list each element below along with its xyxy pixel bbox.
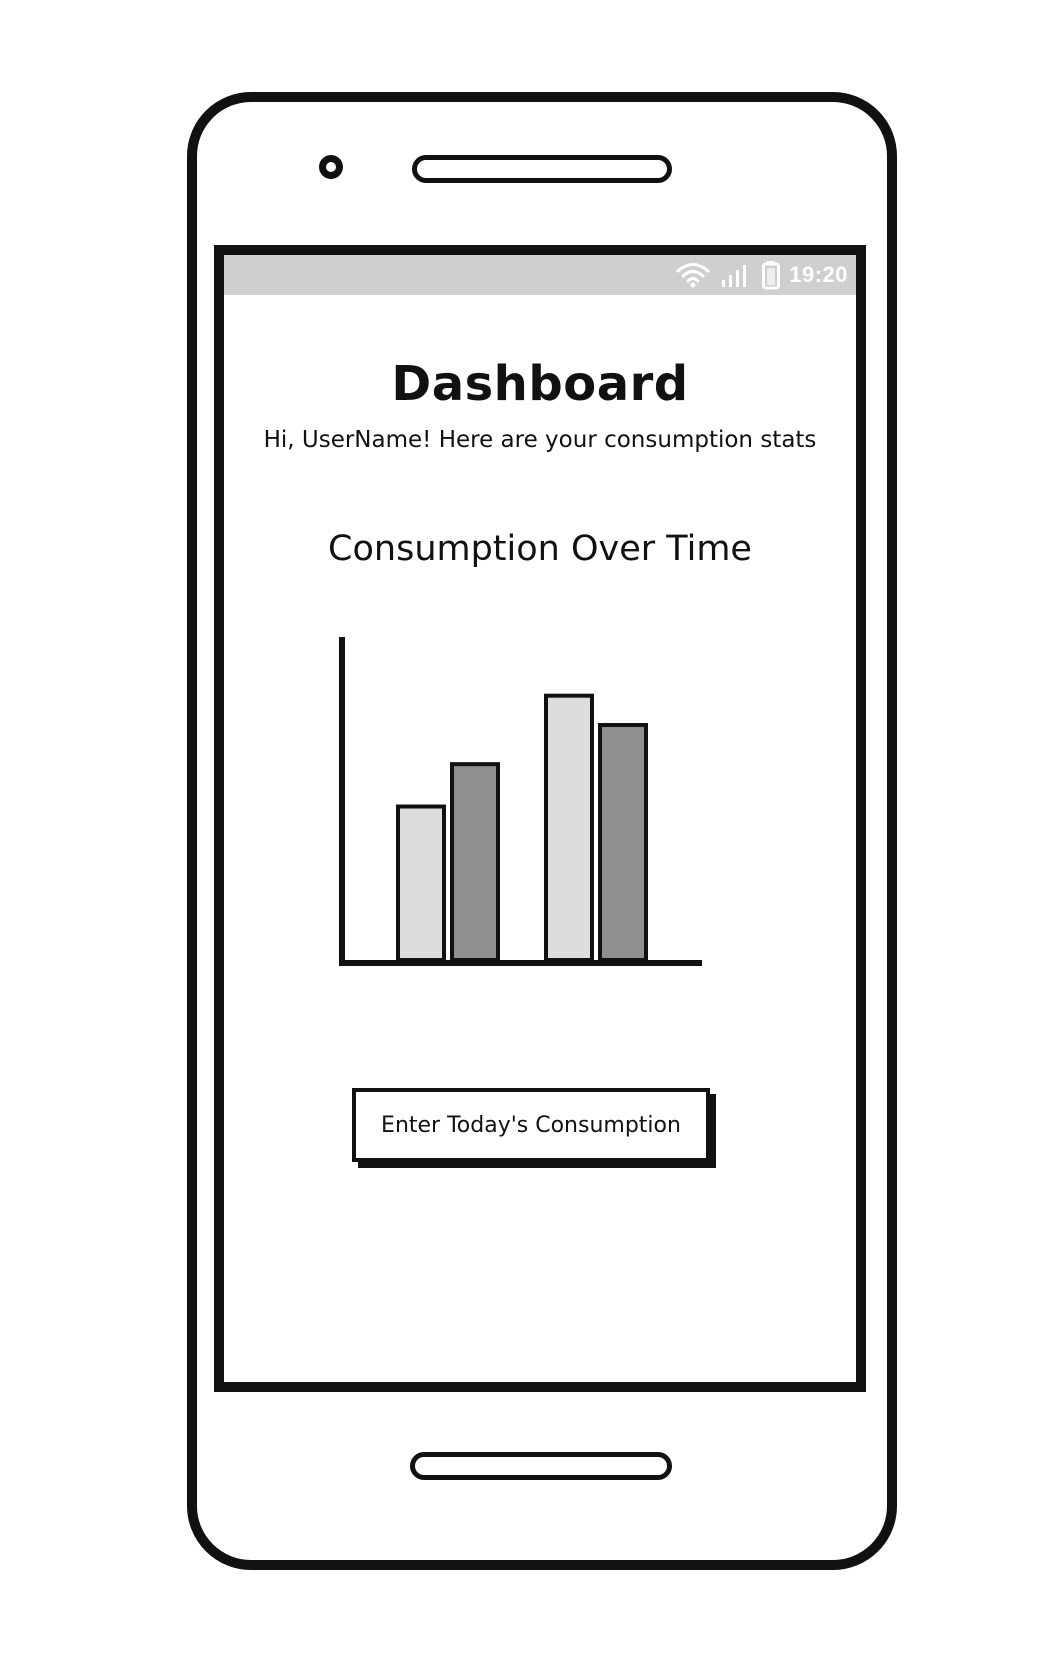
wifi-icon xyxy=(675,262,711,288)
consumption-bar-chart xyxy=(336,625,716,985)
chart-bar-group-2-series-1 xyxy=(546,696,592,960)
clock-time: 19:20 xyxy=(789,260,848,290)
chart-bar-group-2-series-2 xyxy=(600,725,646,960)
front-camera xyxy=(319,155,343,179)
earpiece-speaker xyxy=(412,155,672,183)
battery-icon xyxy=(761,260,781,290)
dashboard-content: Dashboard Hi, UserName! Here are your co… xyxy=(224,295,856,1382)
status-icons: 19:20 xyxy=(675,260,848,290)
phone-screen: 19:20 Dashboard Hi, UserName! Here are y… xyxy=(214,245,866,1392)
chart-bar-group-1-series-2 xyxy=(452,764,498,960)
home-button[interactable] xyxy=(410,1452,672,1480)
page-title: Dashboard xyxy=(224,355,856,413)
enter-consumption-button[interactable]: Enter Today's Consumption xyxy=(352,1088,710,1162)
chart-title: Consumption Over Time xyxy=(224,527,856,571)
status-bar: 19:20 xyxy=(224,255,856,295)
chart-bar-group-1-series-1 xyxy=(398,807,444,960)
signal-icon xyxy=(719,262,753,288)
greeting-subtitle: Hi, UserName! Here are your consumption … xyxy=(224,425,856,455)
